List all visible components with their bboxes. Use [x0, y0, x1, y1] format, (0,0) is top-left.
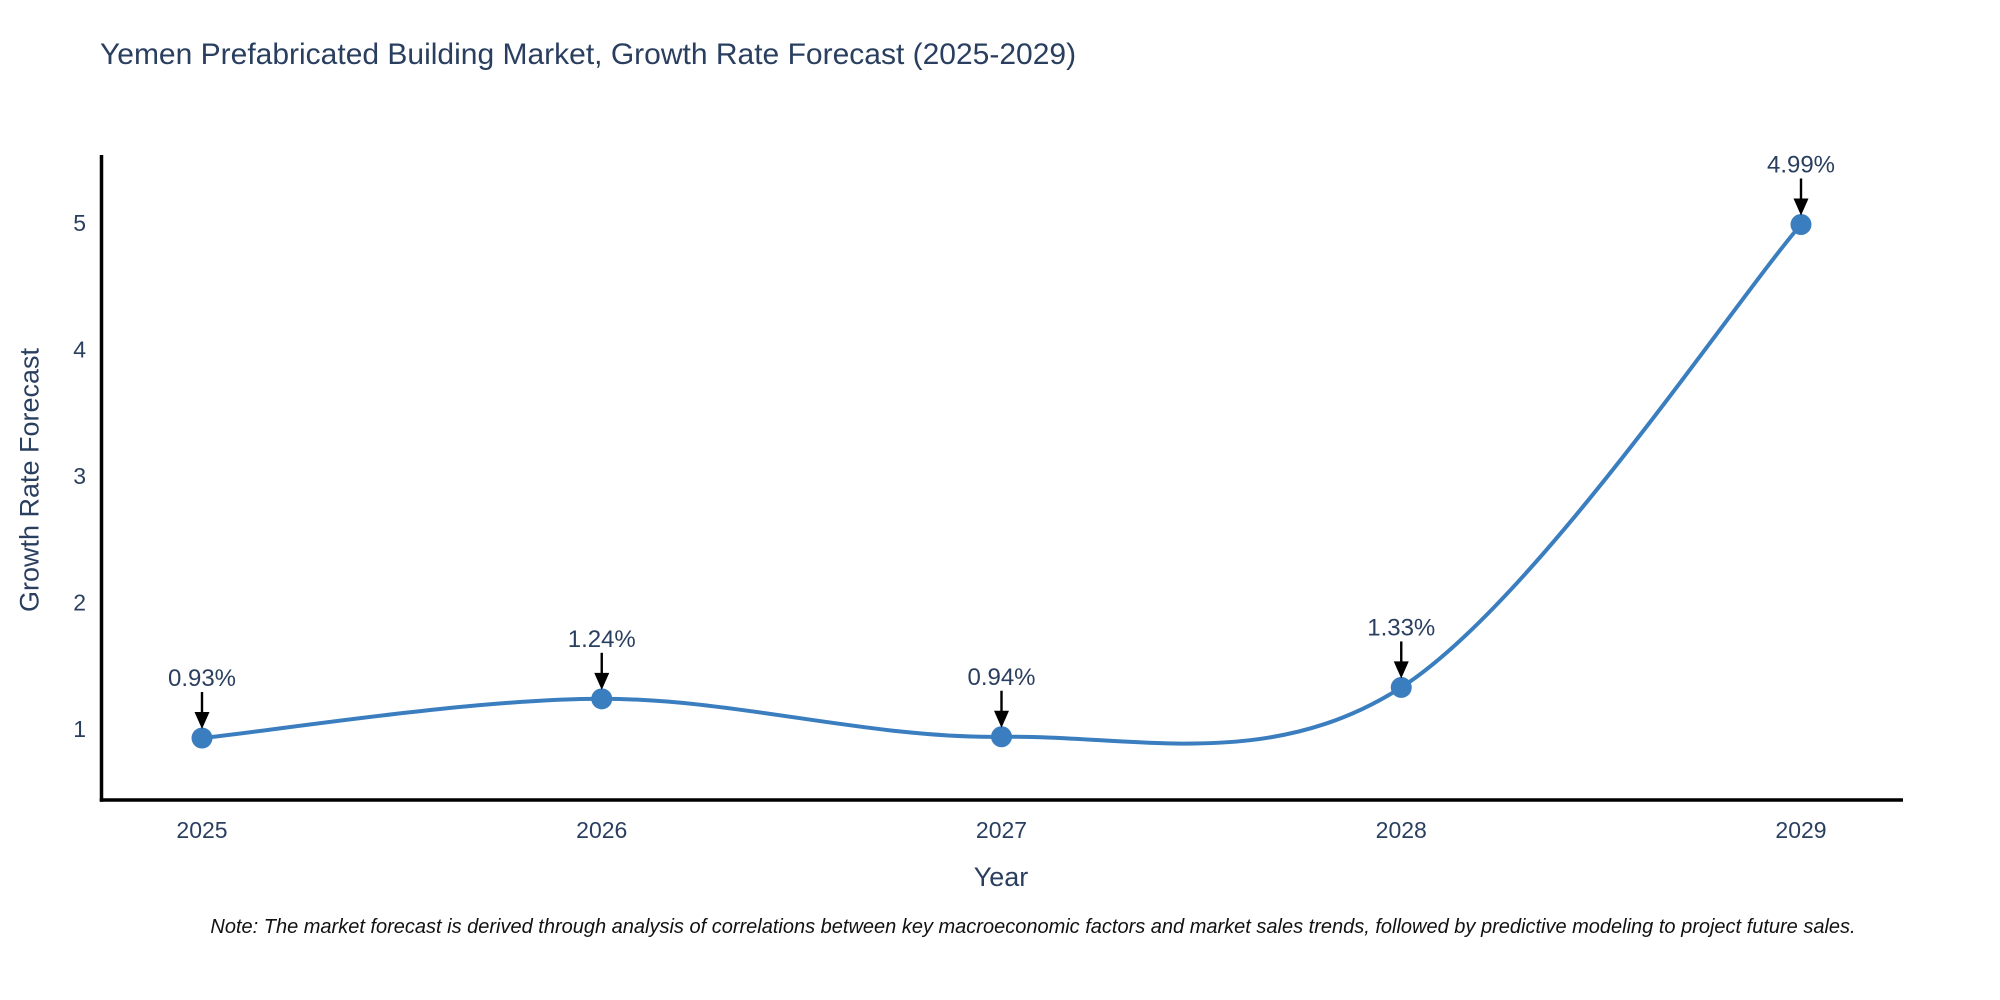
- data-point-label: 1.33%: [1367, 614, 1435, 641]
- x-tick-label: 2029: [1775, 817, 1826, 843]
- annotation-arrowhead: [194, 712, 210, 730]
- data-point-marker: [1790, 214, 1812, 236]
- y-tick-label: 5: [73, 210, 86, 236]
- x-tick-label: 2026: [576, 817, 627, 843]
- data-point-label: 0.94%: [967, 664, 1035, 691]
- footnote: Note: The market forecast is derived thr…: [210, 916, 1856, 938]
- data-point-marker: [191, 727, 213, 749]
- data-point-marker: [991, 726, 1012, 748]
- y-tick-label: 4: [73, 337, 86, 363]
- y-tick-label: 3: [73, 463, 86, 489]
- chart-title: Yemen Prefabricated Building Market, Gro…: [100, 38, 1077, 71]
- annotation-arrowhead: [594, 672, 610, 690]
- x-axis-title: Year: [973, 862, 1029, 892]
- y-tick-label: 2: [73, 590, 86, 616]
- data-point-label: 0.93%: [168, 665, 236, 692]
- annotation-arrowhead: [1793, 198, 1809, 216]
- y-tick-label: 1: [73, 716, 86, 742]
- data-point-label: 4.99%: [1767, 152, 1835, 179]
- data-point-label: 1.24%: [568, 626, 636, 653]
- annotation-arrowhead: [994, 710, 1009, 728]
- data-point-marker: [591, 688, 613, 710]
- forecast-line: [201, 223, 1803, 746]
- annotation-arrowhead: [1393, 661, 1409, 679]
- data-point-marker: [1390, 676, 1412, 698]
- x-tick-label: 2025: [176, 817, 227, 843]
- y-axis-title: Growth Rate Forecast: [14, 347, 45, 613]
- x-tick-label: 2027: [976, 817, 1027, 843]
- x-tick-label: 2028: [1376, 817, 1427, 843]
